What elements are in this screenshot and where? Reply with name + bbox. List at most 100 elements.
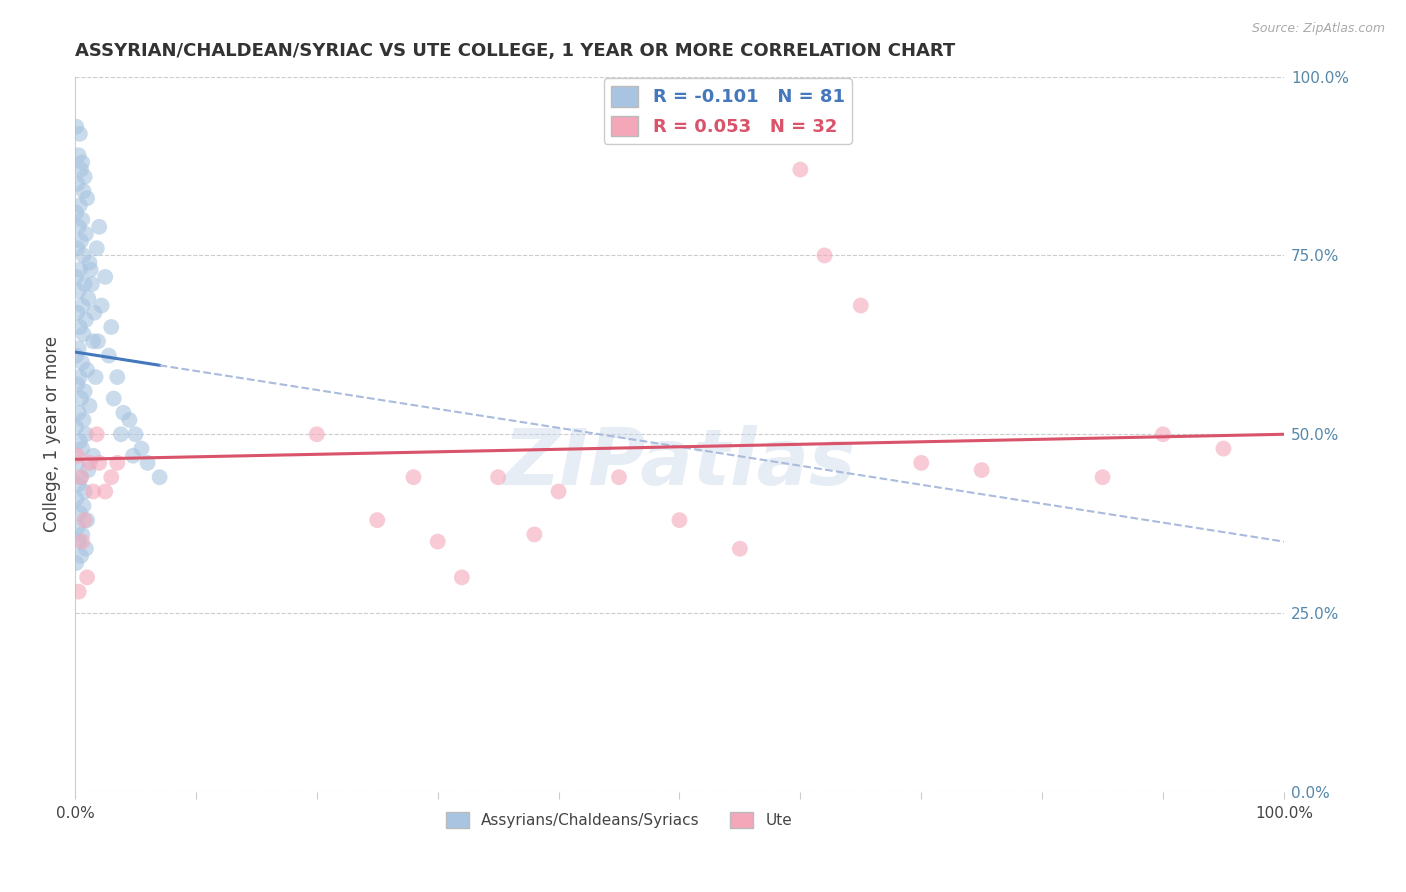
Point [103,392,125,406]
Point [110,427,132,442]
Point [136,456,159,470]
Point [70,470,93,484]
Point [65,269,87,284]
Point [80,277,103,291]
Point [94,484,117,499]
Point [75,313,97,327]
Point [84,370,107,384]
Point [72,527,94,541]
Point [72,442,94,456]
Point [112,406,135,420]
Point [105,370,128,384]
Point [67,284,90,298]
Point [67,534,90,549]
Point [86,427,108,442]
Point [67,584,90,599]
Point [79,456,101,470]
Point [76,363,98,377]
Point [75,541,97,556]
Point [72,327,94,342]
Point [72,534,94,549]
Point [72,184,94,198]
Point [77,291,100,305]
Point [87,334,110,349]
Point [83,306,105,320]
Point [910,456,932,470]
Point [82,484,104,499]
Point [72,499,94,513]
Point [149,470,172,484]
Point [69,506,91,520]
Point [100,320,122,334]
Point [82,449,104,463]
Point [366,513,388,527]
Point [67,477,90,491]
Point [69,434,91,449]
Point [728,541,751,556]
Point [547,484,569,499]
Point [970,463,993,477]
Point [97,349,120,363]
Point [66,520,89,534]
Point [131,442,153,456]
Point [450,570,472,584]
Point [66,177,89,191]
Text: Source: ZipAtlas.com: Source: ZipAtlas.com [1251,22,1385,36]
Point [73,277,96,291]
Point [65,491,87,506]
Point [73,169,96,184]
Point [72,299,94,313]
Point [73,384,96,399]
Point [76,513,98,527]
Point [66,449,89,463]
Legend: Assyrians/Chaldeans/Syriacs, Ute: Assyrians/Chaldeans/Syriacs, Ute [440,806,799,834]
Point [789,162,811,177]
Point [72,356,94,370]
Point [73,513,96,527]
Point [69,127,91,141]
Point [118,413,141,427]
Point [67,406,90,420]
Point [89,219,111,234]
Point [65,556,87,570]
Point [76,191,98,205]
Point [105,456,128,470]
Point [67,342,90,356]
Point [79,255,101,269]
Text: ZIPatlas: ZIPatlas [503,425,856,501]
Point [80,262,103,277]
Point [1091,470,1114,484]
Point [72,248,94,262]
Point [79,399,101,413]
Point [73,484,96,499]
Point [67,219,90,234]
Point [305,427,328,442]
Point [523,527,546,541]
Y-axis label: College, 1 year or more: College, 1 year or more [44,336,60,533]
Point [402,470,425,484]
Point [122,449,145,463]
Point [65,120,87,134]
Point [70,392,93,406]
Point [89,456,111,470]
Point [69,198,91,212]
Point [66,306,89,320]
Point [607,470,630,484]
Point [94,269,117,284]
Point [66,377,89,392]
Point [124,427,146,442]
Point [65,349,87,363]
Point [70,470,93,484]
Point [86,241,108,255]
Point [1212,442,1234,456]
Point [76,570,98,584]
Point [72,155,94,169]
Point [100,470,122,484]
Point [1152,427,1174,442]
Point [70,234,93,248]
Point [65,205,87,219]
Point [75,227,97,241]
Point [82,334,104,349]
Point [72,413,94,427]
Point [67,148,90,162]
